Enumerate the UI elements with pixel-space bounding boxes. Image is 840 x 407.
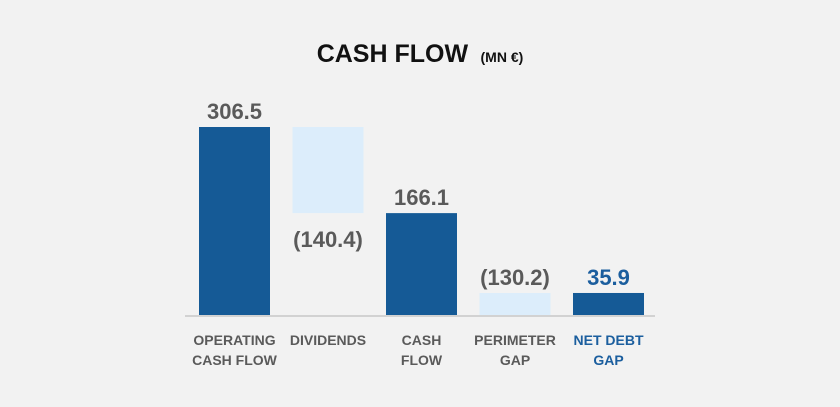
bar-2 bbox=[386, 213, 457, 315]
value-label-4: 35.9 bbox=[587, 265, 630, 290]
value-labels-layer: 306.5 (140.4) 166.1 (130.2) 35.9 bbox=[207, 99, 630, 290]
bar-1 bbox=[292, 127, 364, 214]
chart-title: CASH FLOW (MN €) bbox=[317, 40, 524, 68]
bars-layer bbox=[199, 127, 644, 315]
category-label-0-line-1: CASH FLOW bbox=[192, 352, 278, 368]
category-label-3-line-1: GAP bbox=[500, 352, 530, 368]
bar-3 bbox=[479, 292, 551, 315]
category-label-4-line-0: NET DEBT bbox=[574, 332, 644, 348]
category-label-4-line-1: GAP bbox=[593, 352, 623, 368]
category-label-2-line-0: CASH bbox=[402, 332, 442, 348]
chart-title-unit: (MN €) bbox=[481, 49, 524, 65]
category-label-3-line-0: PERIMETER bbox=[474, 332, 556, 348]
value-label-1: (140.4) bbox=[293, 227, 363, 252]
chart-title-main: CASH FLOW bbox=[317, 40, 469, 68]
value-label-3: (130.2) bbox=[480, 265, 550, 290]
category-label-2-line-1: FLOW bbox=[401, 352, 443, 368]
category-label-0-line-0: OPERATING bbox=[193, 332, 275, 348]
category-labels-layer: OPERATING CASH FLOW DIVIDENDS CASH FLOW PERIM… bbox=[192, 332, 644, 368]
value-label-0: 306.5 bbox=[207, 99, 262, 124]
bar-4 bbox=[573, 292, 644, 315]
value-label-2: 166.1 bbox=[394, 185, 449, 210]
category-label-1-line-0: DIVIDENDS bbox=[290, 332, 366, 348]
bar-0 bbox=[199, 127, 270, 315]
